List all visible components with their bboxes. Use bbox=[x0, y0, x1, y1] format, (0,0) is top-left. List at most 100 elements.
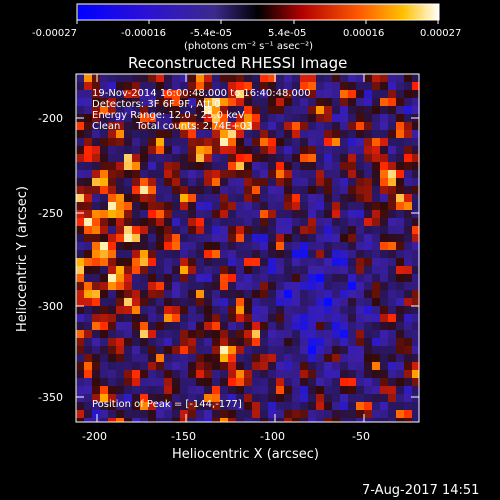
image-pixel bbox=[260, 186, 268, 194]
image-pixel bbox=[300, 298, 308, 306]
image-pixel bbox=[204, 210, 212, 218]
image-pixel bbox=[156, 266, 164, 274]
image-pixel bbox=[148, 370, 156, 378]
image-pixel bbox=[380, 122, 388, 130]
image-pixel bbox=[148, 410, 156, 418]
image-pixel bbox=[268, 218, 276, 226]
image-pixel bbox=[196, 338, 204, 346]
image-pixel bbox=[164, 194, 172, 202]
image-pixel bbox=[252, 394, 260, 402]
image-pixel bbox=[372, 394, 380, 402]
image-pixel bbox=[132, 242, 140, 250]
image-pixel bbox=[92, 274, 100, 282]
image-pixel bbox=[124, 330, 132, 338]
image-pixel bbox=[164, 274, 172, 282]
image-pixel bbox=[380, 82, 388, 90]
image-pixel bbox=[212, 386, 220, 394]
image-pixel bbox=[388, 154, 396, 162]
image-pixel bbox=[244, 394, 252, 402]
image-pixel bbox=[332, 394, 340, 402]
image-pixel bbox=[164, 98, 172, 106]
image-pixel bbox=[156, 362, 164, 370]
image-pixel bbox=[148, 122, 156, 130]
image-pixel bbox=[244, 242, 252, 250]
image-pixel bbox=[156, 242, 164, 250]
image-pixel bbox=[324, 162, 332, 170]
image-pixel bbox=[180, 282, 188, 290]
image-pixel bbox=[284, 122, 292, 130]
image-pixel bbox=[412, 298, 419, 306]
image-pixel bbox=[188, 114, 196, 122]
image-pixel bbox=[172, 418, 180, 422]
image-pixel bbox=[76, 370, 84, 378]
image-pixel bbox=[268, 354, 276, 362]
image-pixel bbox=[364, 114, 372, 122]
info-energy: Energy Range: 12.0 - 25.0 keV bbox=[92, 110, 245, 121]
image-pixel bbox=[92, 106, 100, 114]
image-pixel bbox=[324, 266, 332, 274]
image-pixel bbox=[252, 210, 260, 218]
image-pixel bbox=[388, 354, 396, 362]
image-pixel bbox=[124, 242, 132, 250]
image-pixel bbox=[188, 298, 196, 306]
y-tick-label: -300 bbox=[38, 300, 63, 313]
image-pixel bbox=[316, 354, 324, 362]
image-pixel bbox=[244, 74, 252, 82]
image-pixel bbox=[196, 218, 204, 226]
image-pixel bbox=[84, 82, 92, 90]
image-pixel bbox=[188, 242, 196, 250]
image-pixel bbox=[292, 186, 300, 194]
image-pixel bbox=[284, 138, 292, 146]
image-pixel bbox=[412, 202, 419, 210]
image-pixel bbox=[268, 290, 276, 298]
image-pixel bbox=[284, 346, 292, 354]
image-pixel bbox=[108, 210, 116, 218]
image-pixel bbox=[276, 250, 284, 258]
image-pixel bbox=[188, 122, 196, 130]
image-pixel bbox=[76, 242, 84, 250]
image-pixel bbox=[316, 346, 324, 354]
image-pixel bbox=[292, 362, 300, 370]
image-pixel bbox=[124, 146, 132, 154]
image-pixel bbox=[108, 138, 116, 146]
image-pixel bbox=[252, 106, 260, 114]
image-pixel bbox=[324, 418, 332, 422]
image-pixel bbox=[324, 290, 332, 298]
image-pixel bbox=[404, 154, 412, 162]
image-pixel bbox=[380, 186, 388, 194]
image-pixel bbox=[132, 170, 140, 178]
image-pixel bbox=[404, 274, 412, 282]
image-pixel bbox=[412, 170, 419, 178]
image-pixel bbox=[276, 330, 284, 338]
image-pixel bbox=[292, 202, 300, 210]
image-pixel bbox=[100, 106, 108, 114]
image-pixel bbox=[212, 122, 220, 130]
image-pixel bbox=[252, 418, 260, 422]
image-pixel bbox=[92, 290, 100, 298]
image-pixel bbox=[204, 170, 212, 178]
image-pixel bbox=[156, 178, 164, 186]
image-pixel bbox=[276, 386, 284, 394]
image-pixel bbox=[252, 242, 260, 250]
image-pixel bbox=[124, 210, 132, 218]
image-pixel bbox=[396, 306, 404, 314]
image-pixel bbox=[340, 354, 348, 362]
image-pixel bbox=[324, 74, 332, 82]
image-pixel bbox=[252, 178, 260, 186]
image-pixel bbox=[260, 82, 268, 90]
image-pixel bbox=[380, 330, 388, 338]
image-pixel bbox=[356, 146, 364, 154]
image-pixel bbox=[404, 234, 412, 242]
image-pixel bbox=[84, 346, 92, 354]
image-pixel bbox=[252, 114, 260, 122]
image-pixel bbox=[220, 282, 228, 290]
image-pixel bbox=[180, 362, 188, 370]
image-pixel bbox=[284, 306, 292, 314]
image-pixel bbox=[220, 274, 228, 282]
image-pixel bbox=[372, 154, 380, 162]
image-pixel bbox=[380, 402, 388, 410]
image-pixel bbox=[116, 106, 124, 114]
image-pixel bbox=[100, 394, 108, 402]
image-pixel bbox=[132, 162, 140, 170]
image-pixel bbox=[236, 322, 244, 330]
